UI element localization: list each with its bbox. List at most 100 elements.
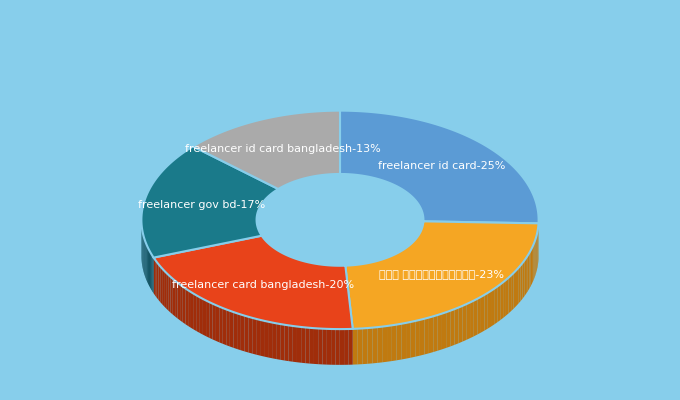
Polygon shape — [386, 257, 388, 294]
Polygon shape — [377, 260, 379, 297]
Polygon shape — [252, 318, 256, 355]
Polygon shape — [337, 266, 338, 302]
Polygon shape — [433, 315, 438, 352]
Polygon shape — [175, 281, 177, 318]
Polygon shape — [296, 259, 299, 295]
Text: সফল ফ্রিলান্সার-23%: সফল ফ্রিলান্সার-23% — [379, 269, 504, 279]
Polygon shape — [413, 241, 414, 278]
Polygon shape — [317, 264, 318, 300]
Polygon shape — [470, 301, 474, 338]
Polygon shape — [500, 282, 503, 320]
Polygon shape — [506, 278, 509, 316]
Polygon shape — [293, 326, 297, 362]
Polygon shape — [301, 260, 303, 297]
Polygon shape — [291, 257, 292, 293]
Polygon shape — [381, 259, 383, 296]
Polygon shape — [533, 242, 534, 281]
Polygon shape — [377, 327, 382, 363]
Polygon shape — [269, 244, 270, 280]
Polygon shape — [450, 309, 454, 346]
Polygon shape — [186, 288, 188, 326]
Polygon shape — [518, 266, 520, 304]
Polygon shape — [285, 254, 286, 291]
Polygon shape — [387, 325, 392, 362]
Polygon shape — [150, 252, 151, 290]
Polygon shape — [373, 327, 377, 363]
Polygon shape — [248, 317, 252, 354]
Polygon shape — [241, 314, 245, 352]
Polygon shape — [173, 279, 175, 316]
Polygon shape — [294, 258, 295, 294]
Polygon shape — [280, 324, 284, 360]
Polygon shape — [394, 254, 396, 290]
Polygon shape — [151, 254, 152, 292]
Polygon shape — [226, 310, 230, 346]
Polygon shape — [531, 248, 532, 286]
Polygon shape — [313, 263, 315, 299]
Polygon shape — [314, 328, 318, 364]
Polygon shape — [409, 244, 411, 281]
Polygon shape — [401, 250, 402, 287]
Polygon shape — [194, 294, 197, 331]
Polygon shape — [497, 284, 500, 322]
Polygon shape — [275, 249, 276, 285]
Polygon shape — [263, 238, 264, 274]
Polygon shape — [264, 238, 265, 275]
Polygon shape — [350, 265, 352, 301]
Polygon shape — [364, 264, 366, 300]
Polygon shape — [158, 264, 160, 302]
Polygon shape — [503, 280, 506, 318]
Polygon shape — [154, 258, 155, 296]
Polygon shape — [405, 248, 406, 284]
Polygon shape — [206, 300, 209, 338]
Polygon shape — [402, 250, 403, 286]
Polygon shape — [265, 240, 266, 277]
Polygon shape — [516, 268, 518, 306]
Polygon shape — [299, 260, 300, 296]
Polygon shape — [166, 273, 168, 310]
Polygon shape — [342, 266, 343, 302]
Polygon shape — [411, 321, 415, 358]
Polygon shape — [331, 266, 333, 301]
Polygon shape — [338, 266, 340, 302]
Polygon shape — [343, 266, 345, 302]
Polygon shape — [429, 316, 433, 353]
Polygon shape — [340, 111, 539, 223]
Polygon shape — [474, 299, 477, 336]
Polygon shape — [276, 250, 277, 286]
Polygon shape — [141, 146, 278, 258]
Polygon shape — [329, 265, 331, 301]
Polygon shape — [454, 308, 458, 345]
Text: freelancer card bangladesh-20%: freelancer card bangladesh-20% — [172, 280, 354, 290]
Polygon shape — [284, 254, 285, 290]
Polygon shape — [327, 265, 329, 301]
Polygon shape — [262, 237, 263, 273]
Polygon shape — [256, 319, 260, 356]
Polygon shape — [401, 323, 406, 360]
Polygon shape — [282, 253, 284, 290]
Polygon shape — [308, 262, 310, 298]
Polygon shape — [273, 247, 274, 284]
Polygon shape — [524, 258, 526, 296]
Polygon shape — [477, 297, 481, 334]
Polygon shape — [333, 266, 335, 301]
Polygon shape — [379, 260, 381, 296]
Polygon shape — [145, 240, 146, 278]
Polygon shape — [383, 259, 385, 295]
Polygon shape — [180, 285, 183, 322]
Polygon shape — [216, 305, 220, 342]
Polygon shape — [356, 265, 358, 301]
Polygon shape — [353, 329, 358, 365]
Polygon shape — [417, 237, 418, 274]
Polygon shape — [372, 262, 373, 298]
Polygon shape — [193, 111, 340, 189]
Polygon shape — [494, 286, 497, 324]
Polygon shape — [322, 265, 324, 301]
Polygon shape — [360, 264, 362, 300]
Polygon shape — [335, 329, 340, 365]
Polygon shape — [220, 307, 223, 344]
Polygon shape — [171, 277, 173, 314]
Polygon shape — [322, 329, 327, 365]
Polygon shape — [424, 318, 429, 354]
Polygon shape — [276, 323, 280, 360]
